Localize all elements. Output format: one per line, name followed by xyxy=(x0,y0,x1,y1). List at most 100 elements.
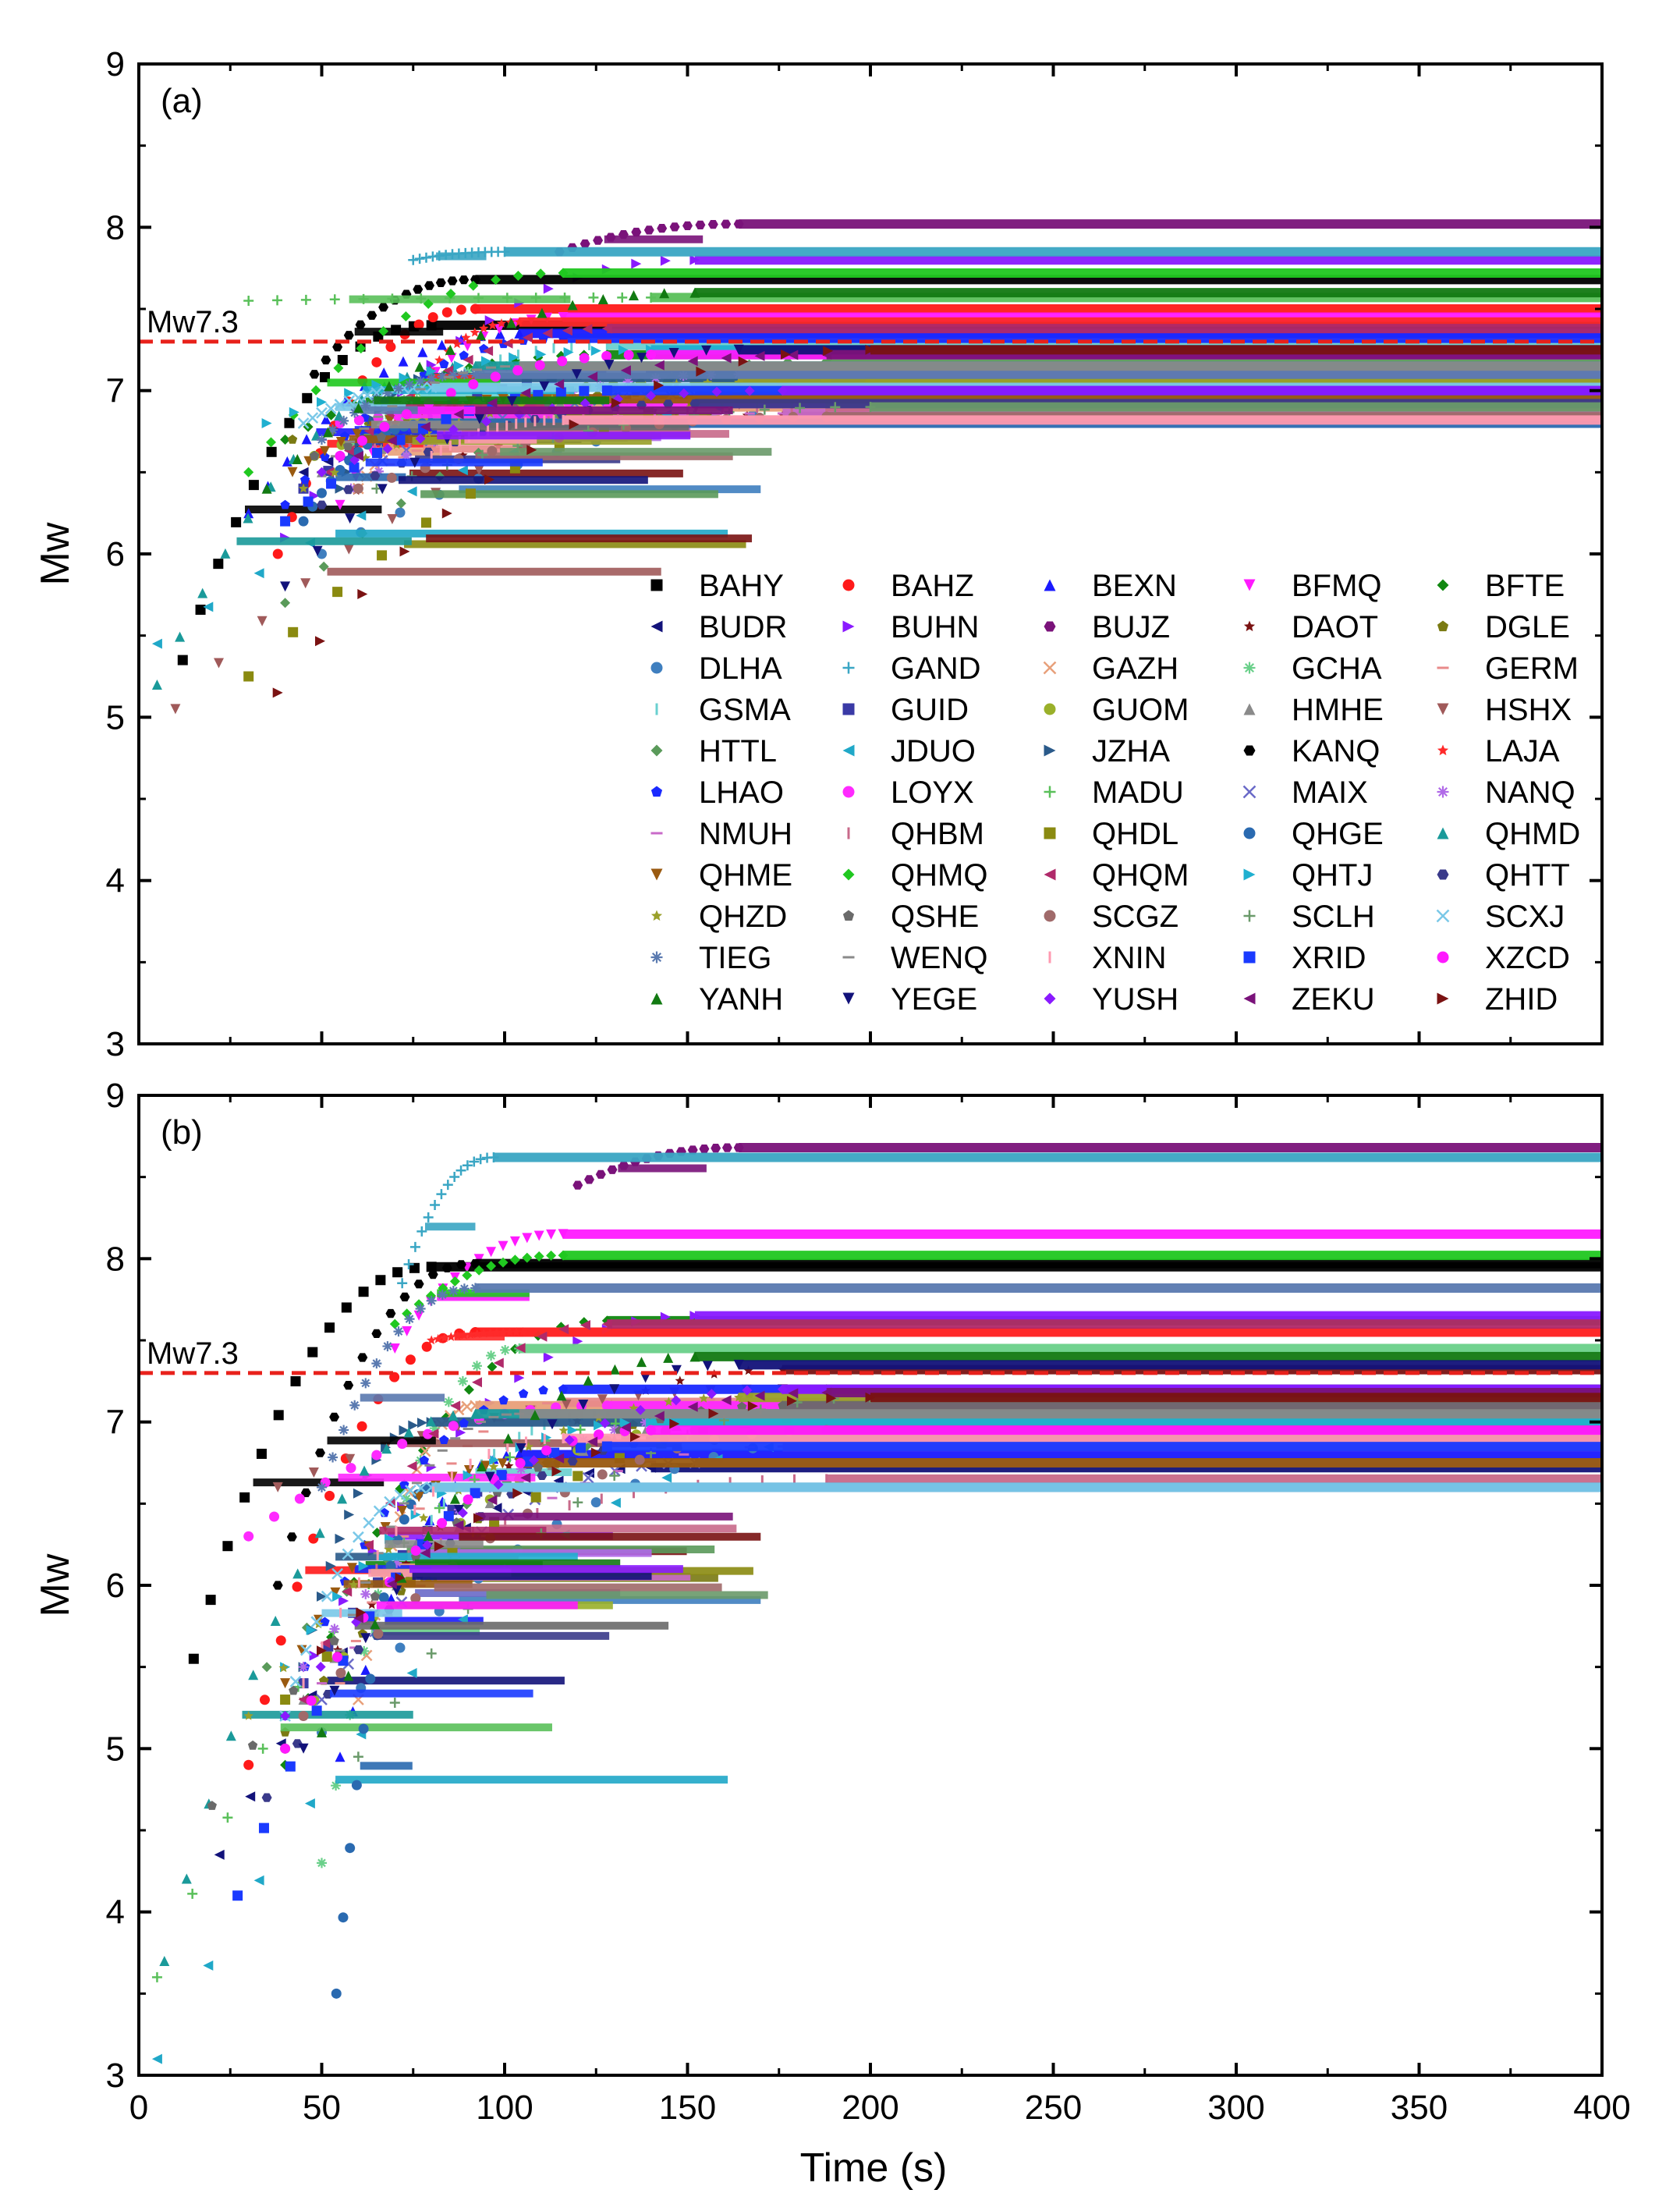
data-point xyxy=(484,474,495,485)
data-point xyxy=(243,671,254,682)
data-point xyxy=(343,1381,354,1390)
data-point xyxy=(298,1695,309,1705)
data-point xyxy=(280,1678,291,1689)
legend-label: BUHN xyxy=(891,610,979,644)
data-point xyxy=(558,1324,569,1335)
data-point xyxy=(516,1464,526,1475)
data-point xyxy=(329,294,340,305)
legend-label: WENQ xyxy=(891,941,987,975)
data-point xyxy=(472,1377,482,1388)
legend-label: QHBM xyxy=(891,817,984,851)
data-point xyxy=(329,1412,340,1421)
data-point xyxy=(426,1262,437,1272)
data-point xyxy=(687,1401,698,1412)
data-point xyxy=(636,353,647,364)
data-point xyxy=(518,1327,528,1336)
data-point xyxy=(356,510,367,521)
legend-marker xyxy=(1243,620,1256,632)
data-point xyxy=(617,292,628,303)
data-point xyxy=(461,332,471,342)
x-tick-label: 400 xyxy=(1573,2089,1630,2127)
legend-item: LOYX xyxy=(842,775,974,810)
legend-label: ZHID xyxy=(1485,982,1558,1017)
data-point xyxy=(320,452,330,461)
panel-tag: (a) xyxy=(161,82,203,120)
data-point xyxy=(353,450,363,461)
data-point xyxy=(203,1960,214,1971)
data-point xyxy=(487,320,498,330)
data-point xyxy=(572,369,582,380)
data-point xyxy=(309,450,320,460)
y-tick-label: 5 xyxy=(106,1730,125,1768)
data-point xyxy=(376,431,387,442)
data-point xyxy=(663,1352,674,1363)
data-point xyxy=(245,1791,256,1802)
data-point xyxy=(203,602,214,612)
panel-a: Mw7.3 3 4 5 6 7 8 9 Mw (a) xyxy=(33,45,1604,1063)
data-point xyxy=(609,1364,620,1375)
data-point xyxy=(436,1189,447,1200)
legend-marker xyxy=(1243,579,1256,591)
data-point xyxy=(514,328,525,339)
data-point xyxy=(323,456,334,467)
data-point xyxy=(345,513,356,524)
legend-label: LOYX xyxy=(891,775,974,810)
data-point xyxy=(623,350,634,360)
data-point xyxy=(597,1394,608,1405)
legend-item: GAND xyxy=(842,651,981,686)
y-tick-label: 8 xyxy=(106,1240,125,1278)
data-point xyxy=(373,1505,385,1517)
y-tick-label: 3 xyxy=(106,2057,125,2095)
data-point xyxy=(561,1399,572,1410)
data-point xyxy=(399,546,410,557)
legend-item: GSMA xyxy=(655,693,791,727)
data-point xyxy=(669,1418,680,1429)
data-point xyxy=(289,1675,302,1688)
data-point xyxy=(459,369,470,380)
data-point xyxy=(787,1396,797,1407)
data-point xyxy=(423,299,434,309)
data-point xyxy=(247,1740,258,1750)
data-point xyxy=(514,1450,525,1460)
y-axis-title: Mw xyxy=(33,522,78,585)
legend-label: QHTJ xyxy=(1292,858,1373,893)
data-point xyxy=(346,1463,356,1474)
legend-label: GUID xyxy=(891,693,969,727)
data-point xyxy=(494,324,505,335)
data-point xyxy=(392,1585,402,1596)
data-point xyxy=(402,1326,413,1336)
data-point xyxy=(687,356,698,367)
data-point xyxy=(520,388,531,399)
data-point xyxy=(721,353,732,364)
data-point xyxy=(646,390,657,401)
data-point xyxy=(289,1685,299,1695)
data-point xyxy=(646,292,657,303)
y-tick-label: 6 xyxy=(106,535,125,573)
data-point xyxy=(385,342,396,353)
data-point xyxy=(415,1304,426,1315)
series-bujz xyxy=(554,219,1602,257)
legend-item: HSHX xyxy=(1437,693,1572,727)
data-point xyxy=(518,1389,529,1398)
series-laja xyxy=(427,1327,1602,1345)
data-point xyxy=(360,1664,371,1675)
data-point xyxy=(437,1290,448,1301)
data-point xyxy=(618,345,629,356)
data-point xyxy=(353,483,363,494)
data-point xyxy=(261,1662,272,1673)
legend-marker xyxy=(650,992,663,1005)
data-point xyxy=(733,1143,744,1152)
data-point xyxy=(306,1695,317,1706)
legend-item: BUHN xyxy=(842,610,979,644)
legend-marker xyxy=(650,662,663,674)
data-point xyxy=(377,484,388,495)
data-point xyxy=(490,371,501,382)
data-point xyxy=(320,1638,331,1648)
data-point xyxy=(499,247,510,257)
data-point xyxy=(549,1447,560,1458)
data-point xyxy=(360,1588,371,1599)
data-point xyxy=(337,354,348,365)
data-point xyxy=(470,303,480,314)
data-point xyxy=(463,1470,473,1481)
data-point xyxy=(427,312,438,323)
